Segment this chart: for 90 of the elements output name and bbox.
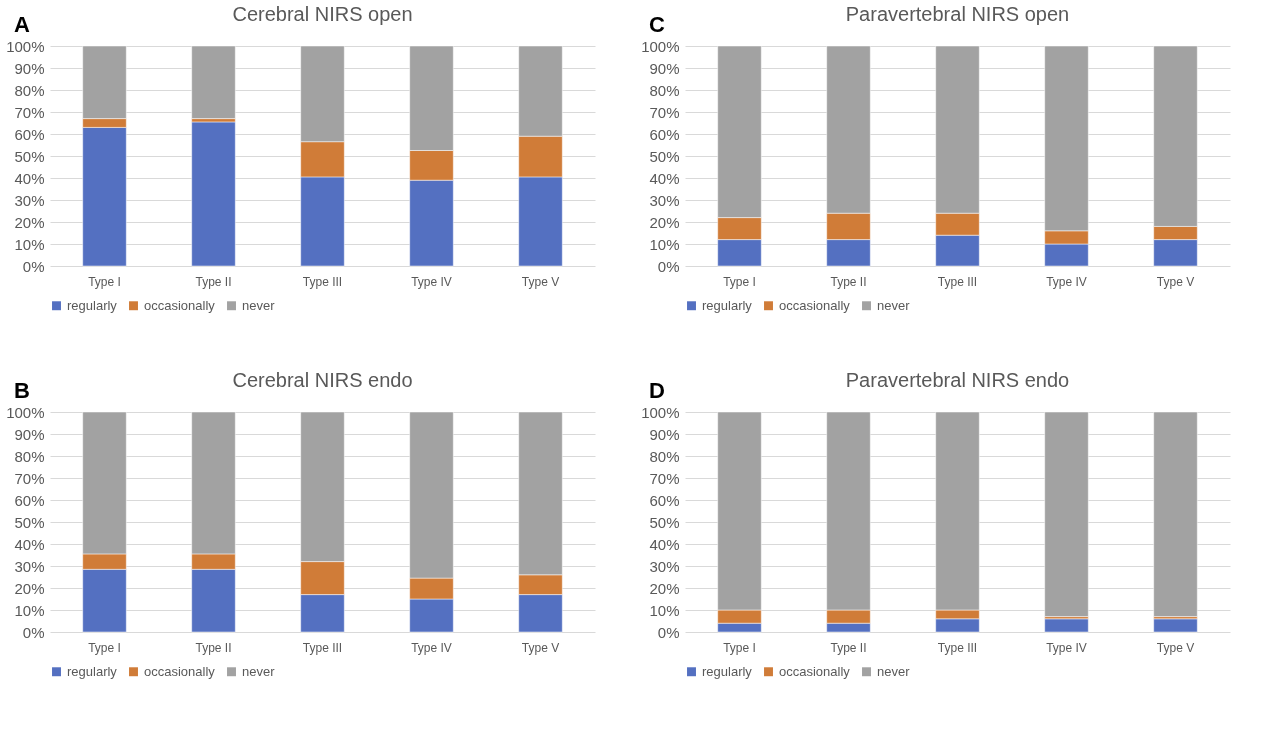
y-tick-label: 40% (14, 169, 45, 187)
x-tick-label: Type IV (1046, 640, 1087, 655)
legend-label: never (877, 663, 911, 679)
y-tick-label: 80% (14, 81, 45, 99)
y-tick-label: 60% (649, 491, 680, 509)
legend-label: never (242, 663, 276, 679)
y-tick-label: 10% (649, 235, 680, 253)
y-tick-label: 0% (22, 257, 45, 275)
x-tick-label: Type IV (411, 640, 452, 655)
legend-label: occasionally (144, 297, 216, 313)
y-tick-label: 80% (649, 81, 680, 99)
legend-label: regularly (702, 297, 753, 313)
legend-label: occasionally (144, 663, 216, 679)
bar (191, 45, 236, 119)
y-tick-label: 60% (649, 125, 680, 143)
bar (191, 121, 236, 267)
y-tick-label: 30% (14, 557, 45, 575)
y-tick-label: 40% (649, 169, 680, 187)
y-tick-label: 90% (14, 59, 45, 77)
bar (1044, 411, 1089, 617)
y-tick-label: 30% (649, 191, 680, 209)
y-tick-label: 20% (649, 213, 680, 231)
text: B (14, 378, 30, 404)
x-tick-label: Type V (1156, 640, 1195, 655)
x-tick-label: Type II (830, 274, 867, 289)
y-tick-label: 20% (14, 579, 45, 597)
text: C (649, 12, 665, 38)
x-tick-label: Type III (937, 274, 978, 289)
y-tick-label: 10% (14, 601, 45, 619)
x-tick-label: Type II (830, 640, 867, 655)
y-tick-label: 70% (14, 103, 45, 121)
y-tick-label: 90% (649, 59, 680, 77)
x-tick-label: Type III (937, 640, 978, 655)
x-tick-label: Type I (88, 640, 121, 655)
y-tick-label: 80% (649, 447, 680, 465)
y-tick-label: 40% (14, 535, 45, 553)
y-tick-label: 70% (649, 469, 680, 487)
legend-label: regularly (67, 663, 118, 679)
legend-label: never (242, 297, 276, 313)
chart-title: Paravertebral NIRS endo (845, 369, 1070, 391)
bar (1044, 618, 1089, 633)
x-tick-label: Type V (521, 274, 560, 289)
y-tick-label: 0% (657, 623, 680, 641)
y-tick-label: 50% (14, 513, 45, 531)
y-tick-label: 100% (6, 37, 45, 55)
y-tick-label: 20% (649, 579, 680, 597)
x-tick-label: Type II (195, 640, 232, 655)
legend-label: never (877, 297, 911, 313)
chart-title: Cerebral NIRS endo (232, 369, 413, 391)
y-tick-label: 0% (22, 623, 45, 641)
y-tick-label: 10% (14, 235, 45, 253)
chart-title: Paravertebral NIRS open (845, 3, 1070, 25)
x-tick-label: Type V (1156, 274, 1195, 289)
y-tick-label: 10% (649, 601, 680, 619)
y-tick-label: 70% (649, 103, 680, 121)
legend-label: regularly (702, 663, 753, 679)
text: A (14, 12, 30, 38)
y-tick-label: 90% (649, 425, 680, 443)
x-tick-label: Type IV (411, 274, 452, 289)
y-tick-label: 100% (6, 403, 45, 421)
y-tick-label: 70% (14, 469, 45, 487)
legend-label: regularly (67, 297, 118, 313)
bar (1153, 618, 1198, 633)
y-tick-label: 30% (14, 191, 45, 209)
text: D (649, 378, 665, 404)
x-tick-label: Type II (195, 274, 232, 289)
chart-title: Cerebral NIRS open (232, 3, 413, 25)
x-tick-label: Type III (302, 274, 343, 289)
legend-label: occasionally (779, 663, 851, 679)
y-tick-label: 100% (641, 403, 680, 421)
x-tick-label: Type I (88, 274, 121, 289)
y-tick-label: 50% (649, 513, 680, 531)
y-tick-label: 30% (649, 557, 680, 575)
x-tick-label: Type III (302, 640, 343, 655)
y-tick-label: 60% (14, 491, 45, 509)
x-tick-label: Type I (723, 274, 756, 289)
legend-label: occasionally (779, 297, 851, 313)
bar (1153, 411, 1198, 617)
y-tick-label: 20% (14, 213, 45, 231)
y-tick-label: 100% (641, 37, 680, 55)
y-tick-label: 50% (649, 147, 680, 165)
y-tick-label: 90% (14, 425, 45, 443)
y-tick-label: 50% (14, 147, 45, 165)
y-tick-label: 80% (14, 447, 45, 465)
x-tick-label: Type I (723, 640, 756, 655)
x-tick-label: Type IV (1046, 274, 1087, 289)
y-tick-label: 40% (649, 535, 680, 553)
x-tick-label: Type V (521, 640, 560, 655)
y-tick-label: 0% (657, 257, 680, 275)
y-tick-label: 60% (14, 125, 45, 143)
